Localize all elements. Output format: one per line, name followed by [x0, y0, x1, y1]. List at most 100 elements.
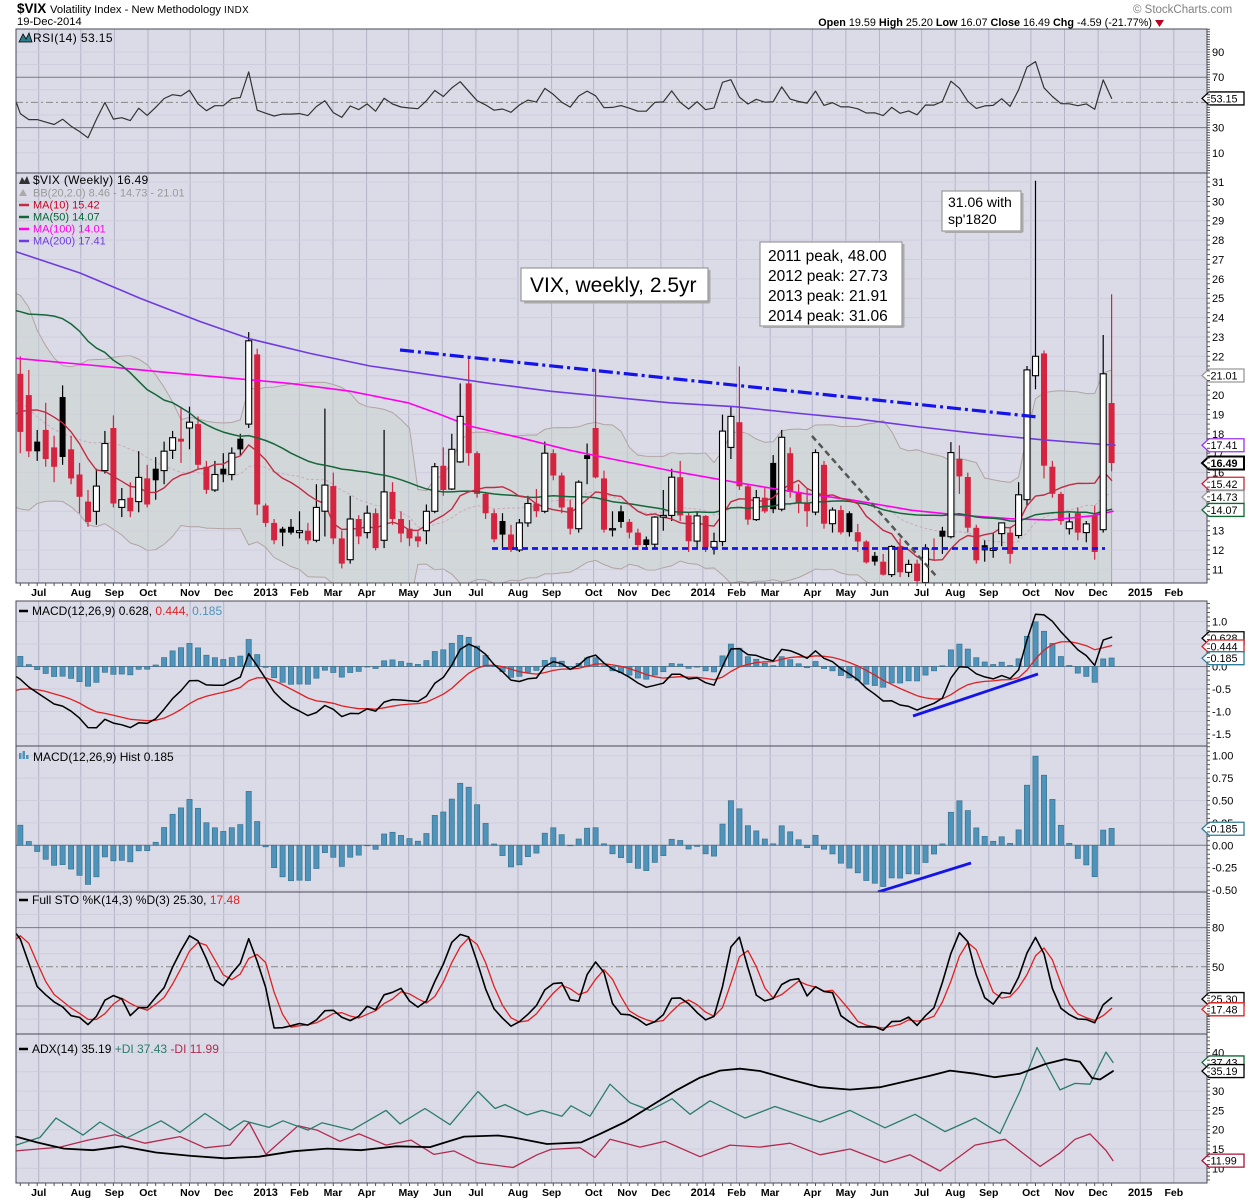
svg-text:$VIX: $VIX	[17, 1, 46, 16]
svg-text:24: 24	[1212, 313, 1224, 325]
svg-text:15.42: 15.42	[1211, 479, 1238, 491]
svg-text:Jun: Jun	[433, 587, 452, 599]
svg-text:MA(50) 14.07: MA(50) 14.07	[33, 212, 100, 224]
svg-text:May: May	[836, 587, 857, 599]
svg-text:VIX, weekly, 2.5yr: VIX, weekly, 2.5yr	[530, 274, 697, 297]
svg-text:Jul: Jul	[468, 587, 483, 599]
svg-text:Volatility Index - New Methodo: Volatility Index - New Methodology	[50, 4, 221, 16]
svg-text:Oct: Oct	[139, 587, 157, 599]
svg-text:Apr: Apr	[358, 1187, 376, 1199]
svg-text:13: 13	[1212, 526, 1224, 538]
svg-text:0.00: 0.00	[1212, 840, 1233, 852]
svg-text:11.99: 11.99	[1211, 1156, 1237, 1168]
svg-text:Jun: Jun	[870, 1187, 889, 1199]
svg-text:2015: 2015	[1128, 587, 1152, 599]
svg-text:20: 20	[1212, 1125, 1224, 1137]
svg-text:2015: 2015	[1128, 1187, 1152, 1199]
svg-text:2011 peak, 48.00: 2011 peak, 48.00	[768, 248, 887, 265]
svg-text:14.07: 14.07	[1211, 505, 1238, 517]
svg-text:May: May	[398, 587, 419, 599]
svg-text:BB(20,2.0) 8.46 - 14.73 - 21.0: BB(20,2.0) 8.46 - 14.73 - 21.01	[33, 188, 185, 200]
svg-text:Aug: Aug	[71, 1187, 91, 1199]
svg-text:Aug: Aug	[945, 1187, 965, 1199]
svg-text:15: 15	[1212, 1144, 1224, 1156]
svg-text:Dec: Dec	[214, 1187, 233, 1199]
svg-text:Nov: Nov	[617, 1187, 637, 1199]
svg-text:Nov: Nov	[180, 587, 200, 599]
svg-text:18: 18	[1212, 429, 1224, 441]
svg-text:Feb: Feb	[1164, 1187, 1183, 1199]
svg-text:Aug: Aug	[508, 1187, 528, 1199]
svg-text:Apr: Apr	[803, 1187, 821, 1199]
svg-text:16.49: 16.49	[1211, 458, 1238, 470]
svg-text:35.19: 35.19	[1211, 1066, 1238, 1078]
svg-text:31.06 with: 31.06 with	[948, 194, 1012, 210]
svg-text:28: 28	[1212, 235, 1224, 247]
svg-text:Oct: Oct	[585, 1187, 603, 1199]
svg-text:$VIX (Weekly) 16.49: $VIX (Weekly) 16.49	[33, 173, 149, 187]
svg-text:16: 16	[1212, 468, 1224, 480]
svg-text:Sep: Sep	[542, 1187, 561, 1199]
svg-text:-0.50: -0.50	[1212, 885, 1237, 897]
svg-text:Apr: Apr	[358, 587, 376, 599]
svg-text:May: May	[836, 1187, 857, 1199]
svg-text:19: 19	[1212, 409, 1224, 421]
svg-text:Oct: Oct	[1022, 587, 1040, 599]
svg-text:0.75: 0.75	[1212, 773, 1233, 785]
svg-text:-1.5: -1.5	[1212, 729, 1231, 741]
svg-text:17.48: 17.48	[1211, 1004, 1238, 1016]
svg-text:MA(200) 17.41: MA(200) 17.41	[33, 236, 106, 248]
svg-text:Dec: Dec	[651, 1187, 670, 1199]
svg-text:MACD(12,26,9) 0.628, 0.444, 0.: MACD(12,26,9) 0.628, 0.444, 0.185	[32, 604, 222, 618]
svg-text:17.41: 17.41	[1211, 440, 1238, 452]
svg-text:30: 30	[1212, 123, 1224, 135]
svg-text:25: 25	[1212, 293, 1224, 305]
svg-text:30: 30	[1212, 1086, 1224, 1098]
svg-text:1.0: 1.0	[1212, 617, 1227, 629]
svg-text:Dec: Dec	[214, 587, 233, 599]
svg-text:Full STO %K(14,3) %D(3) 25.30,: Full STO %K(14,3) %D(3) 25.30, 17.48	[32, 893, 240, 907]
svg-text:Aug: Aug	[508, 587, 528, 599]
svg-text:19-Dec-2014: 19-Dec-2014	[17, 16, 82, 28]
svg-text:Mar: Mar	[324, 1187, 343, 1199]
svg-text:Dec: Dec	[1088, 1187, 1107, 1199]
svg-text:10: 10	[1212, 148, 1224, 160]
svg-text:Sep: Sep	[979, 587, 998, 599]
svg-text:1.00: 1.00	[1212, 751, 1233, 763]
svg-text:Jul: Jul	[31, 1187, 46, 1199]
svg-text:25: 25	[1212, 1105, 1224, 1117]
svg-text:Sep: Sep	[105, 587, 124, 599]
svg-text:Jun: Jun	[433, 1187, 452, 1199]
svg-text:Mar: Mar	[324, 587, 343, 599]
svg-text:2013: 2013	[253, 587, 277, 599]
svg-text:Dec: Dec	[651, 587, 670, 599]
svg-text:Feb: Feb	[1164, 587, 1183, 599]
svg-text:0.50: 0.50	[1212, 796, 1233, 808]
svg-text:Aug: Aug	[71, 587, 91, 599]
svg-text:-1.0: -1.0	[1212, 707, 1231, 719]
svg-text:2013: 2013	[253, 1187, 277, 1199]
svg-text:Feb: Feb	[727, 1187, 746, 1199]
svg-text:Oct: Oct	[1022, 1187, 1040, 1199]
svg-text:MA(100) 14.01: MA(100) 14.01	[33, 224, 106, 236]
svg-text:RSI(14) 53.15: RSI(14) 53.15	[33, 31, 113, 45]
svg-text:Aug: Aug	[945, 587, 965, 599]
svg-text:2012 peak: 27.73: 2012 peak: 27.73	[768, 268, 888, 285]
svg-text:26: 26	[1212, 274, 1224, 286]
svg-text:Open 19.59 High 25.20 Low 16.0: Open 19.59 High 25.20 Low 16.07 Close 16…	[818, 17, 1152, 29]
svg-text:90: 90	[1212, 47, 1224, 59]
svg-text:2013 peak: 21.91: 2013 peak: 21.91	[768, 288, 888, 305]
svg-text:MACD(12,26,9) Hist 0.185: MACD(12,26,9) Hist 0.185	[33, 750, 174, 764]
svg-text:Sep: Sep	[542, 587, 561, 599]
svg-text:ADX(14) 35.19 +DI 37.43 -DI 11: ADX(14) 35.19 +DI 37.43 -DI 11.99	[32, 1042, 219, 1056]
svg-text:12: 12	[1212, 545, 1224, 557]
svg-text:Jul: Jul	[914, 587, 929, 599]
svg-text:Jul: Jul	[31, 587, 46, 599]
svg-text:© StockCharts.com: © StockCharts.com	[1133, 4, 1232, 16]
svg-text:30: 30	[1212, 196, 1224, 208]
svg-text:Oct: Oct	[139, 1187, 157, 1199]
svg-text:Feb: Feb	[290, 1187, 309, 1199]
svg-text:Jul: Jul	[468, 1187, 483, 1199]
svg-text:80: 80	[1212, 923, 1224, 935]
svg-text:Mar: Mar	[761, 1187, 780, 1199]
